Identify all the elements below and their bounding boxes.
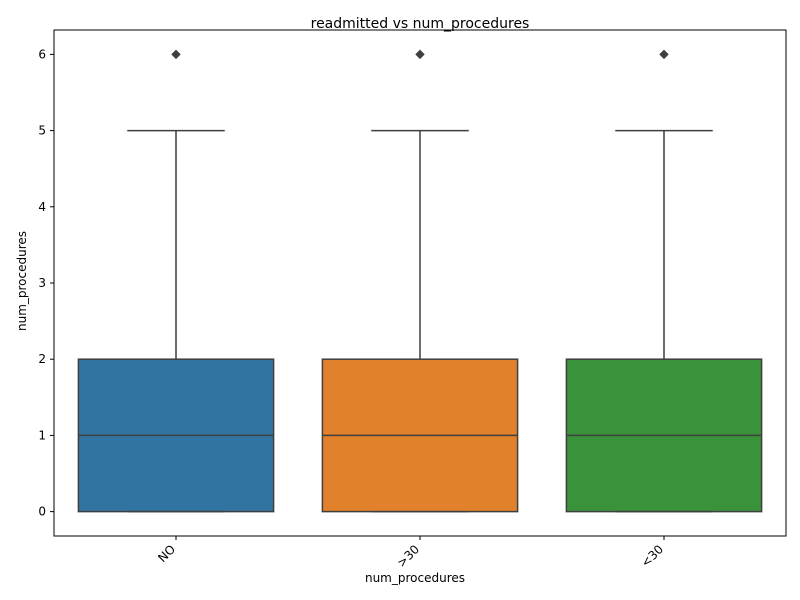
chart-title: readmitted vs num_procedures <box>311 16 530 32</box>
x-tick-label: >30 <box>394 542 422 570</box>
box-group-1 <box>321 49 519 513</box>
outlier-point <box>415 49 425 60</box>
x-axis-label: num_procedures <box>365 571 465 585</box>
x-tick-label: NO <box>155 542 178 565</box>
outlier-point <box>171 49 181 60</box>
y-tick-label: 6 <box>38 47 46 61</box>
y-tick-label: 3 <box>38 276 46 290</box>
y-tick-label: 0 <box>38 505 46 519</box>
y-axis-label: num_procedures <box>15 231 29 331</box>
x-tick-label: <30 <box>638 542 666 570</box>
y-tick-label: 5 <box>38 124 46 138</box>
box-group-2 <box>565 49 763 513</box>
box-group-0 <box>77 49 275 513</box>
outlier-point <box>659 49 669 60</box>
y-tick-label: 1 <box>38 428 46 442</box>
y-tick-label: 4 <box>38 200 46 214</box>
plot-area: 0 1 2 3 4 5 6 NO >30 <30 <box>38 29 787 570</box>
y-tick-label: 2 <box>38 352 46 366</box>
